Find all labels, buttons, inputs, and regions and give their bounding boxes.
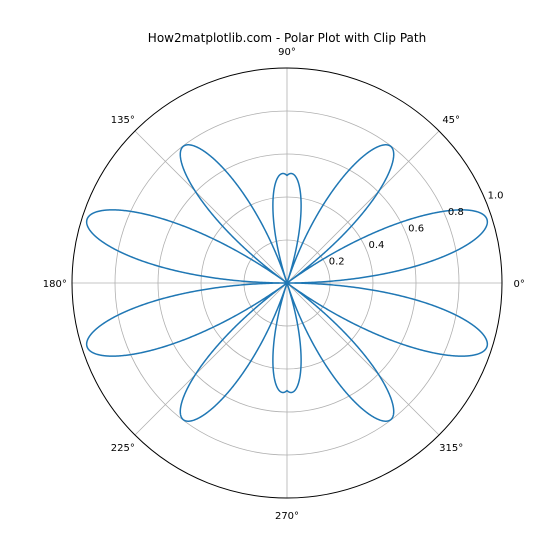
polar-frame bbox=[71, 67, 503, 499]
series-line bbox=[85, 144, 489, 422]
r-tick-label: 0.2 bbox=[329, 257, 345, 268]
theta-tick-label: 135° bbox=[111, 115, 135, 126]
r-tick-label: 1.0 bbox=[488, 191, 504, 202]
theta-tick-label: 90° bbox=[278, 47, 296, 58]
angular-gridline bbox=[286, 282, 440, 436]
r-tick-label: 0.4 bbox=[368, 240, 384, 251]
theta-tick-label: 180° bbox=[43, 279, 67, 290]
outer-frame-circle bbox=[71, 67, 503, 499]
angular-gridline bbox=[134, 130, 288, 284]
plot-area bbox=[85, 144, 489, 422]
chart-title: How2matplotlib.com - Polar Plot with Cli… bbox=[148, 31, 426, 45]
angular-gridline bbox=[286, 130, 440, 284]
theta-tick-label: 0° bbox=[514, 279, 525, 290]
polar-grid bbox=[72, 68, 502, 498]
radial-tick-labels: 0.2 0.4 0.6 0.8 1.0 bbox=[329, 191, 504, 268]
theta-tick-labels: 0° 45° 90° 135° 180° 225° 270° 315° bbox=[43, 47, 525, 522]
angular-gridline bbox=[134, 282, 288, 436]
r-tick-label: 0.8 bbox=[448, 207, 464, 218]
theta-tick-label: 225° bbox=[111, 443, 135, 454]
theta-tick-label: 270° bbox=[275, 511, 299, 522]
theta-tick-label: 45° bbox=[442, 115, 460, 126]
theta-tick-label: 315° bbox=[439, 443, 463, 454]
r-tick-label: 0.6 bbox=[408, 224, 424, 235]
